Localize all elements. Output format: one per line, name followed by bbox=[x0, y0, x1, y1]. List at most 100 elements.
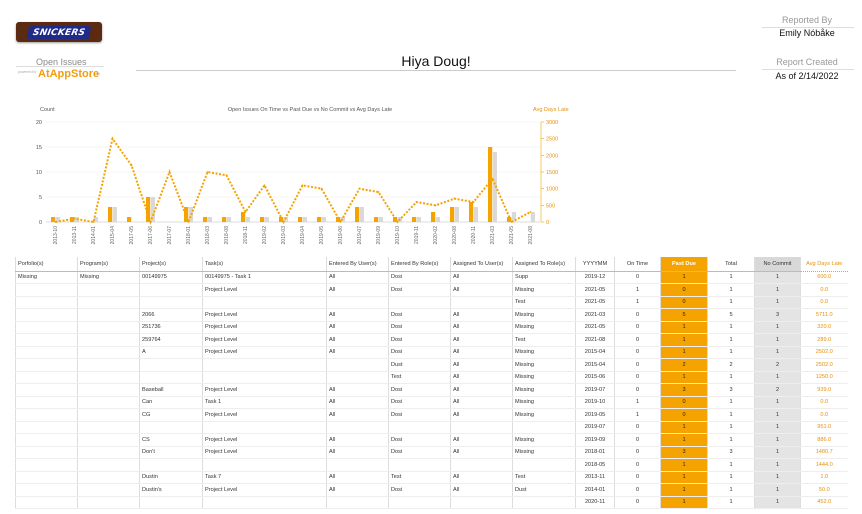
table-row[interactable]: 251736 Project Level All Dosi All Missing 2021… bbox=[15, 321, 848, 334]
table-row[interactable]: CS Project Level All Dosi All Missing 2019-09 0… bbox=[15, 433, 848, 447]
table-cell: All bbox=[450, 321, 513, 334]
x-tick-label: 2017-06 bbox=[148, 226, 154, 245]
bar-past-due bbox=[203, 217, 208, 222]
col-header-yyyymm[interactable]: YYYYMM bbox=[575, 257, 615, 272]
table-cell: Test bbox=[388, 371, 451, 384]
table-row[interactable]: A Project Level All Dosi All Missing 2015-04 0 1… bbox=[15, 346, 848, 359]
open-issues-chart: 0 5 10 15 20 0 500 1000 1500 2000 2500 3000 2013-10 2… bbox=[0, 100, 600, 265]
chart-gridlines bbox=[46, 121, 540, 223]
table-cell: 2 bbox=[660, 358, 708, 372]
table-row[interactable]: Don't Project Level All Dosi All Missing 2018-… bbox=[15, 446, 848, 459]
table-row[interactable]: Can Task 1 All Dosi All Missing 2019-10 1 0 1 1 0.0 bbox=[15, 396, 848, 409]
col-header-avg-days-late[interactable]: Avg Days Late bbox=[800, 257, 848, 272]
table-row[interactable]: Project Level All Dosi All Missing 2021-05 1 0 1… bbox=[15, 283, 848, 297]
table-row[interactable]: Test All Missing 2015-06 0 1 1 1 1250.0 bbox=[15, 371, 848, 384]
table-cell: All bbox=[326, 383, 389, 397]
table-cell: Dosi bbox=[388, 308, 451, 322]
col-header-on-time[interactable]: On Time bbox=[614, 257, 661, 272]
table-cell: Test bbox=[512, 471, 576, 484]
brand-suffix: ltd bbox=[96, 72, 100, 76]
table-cell: 2015-04 bbox=[575, 346, 615, 359]
table-cell bbox=[388, 496, 451, 509]
table-row[interactable]: 2019-07 0 1 1 1 951.0 bbox=[15, 421, 848, 434]
col-header-entered-by-user[interactable]: Entered By User(s) bbox=[326, 257, 389, 272]
col-header-total[interactable]: Total bbox=[707, 257, 755, 272]
table-cell: 5 bbox=[707, 308, 755, 322]
table-cell bbox=[326, 296, 389, 309]
table-cell: All bbox=[450, 333, 513, 347]
table-cell: All bbox=[450, 358, 513, 372]
col-header-project[interactable]: Project(s) bbox=[139, 257, 203, 272]
table-cell: Baseball bbox=[139, 383, 203, 397]
table-cell: All bbox=[450, 483, 513, 497]
table-cell: Project Level bbox=[202, 321, 327, 334]
table-cell bbox=[15, 483, 78, 497]
report-created-divider bbox=[762, 69, 854, 70]
table-cell: All bbox=[326, 333, 389, 347]
table-row[interactable]: Dustin's Project Level All Dosi All Dust 2014-… bbox=[15, 483, 848, 497]
table-cell: 1 bbox=[660, 321, 708, 334]
table-cell: 1444.0 bbox=[800, 458, 848, 472]
x-tick-label: 2017-07 bbox=[167, 226, 173, 245]
col-header-task[interactable]: Task(s) bbox=[202, 257, 327, 272]
table-cell: Dust bbox=[512, 483, 576, 497]
table-cell: Missing bbox=[512, 358, 576, 372]
table-cell: 0 bbox=[614, 346, 661, 359]
table-cell bbox=[77, 396, 140, 409]
table-cell bbox=[450, 421, 513, 434]
y2-tick-label: 0 bbox=[546, 220, 549, 226]
table-cell: 1 bbox=[707, 333, 755, 347]
y-tick-label: 5 bbox=[39, 195, 42, 201]
table-cell: All bbox=[326, 471, 389, 484]
table-cell bbox=[512, 421, 576, 434]
table-cell: 0 bbox=[614, 483, 661, 497]
bar-no-commit bbox=[378, 217, 383, 222]
table-row[interactable]: Dustin Task 7 All Test All Test 2013-11 0 1 1 1 1.0 bbox=[15, 471, 848, 484]
bar-past-due bbox=[222, 217, 227, 222]
table-cell: Dust bbox=[388, 358, 451, 372]
table-cell: 2021-08 bbox=[575, 333, 615, 347]
table-cell: 1 bbox=[660, 458, 708, 472]
table-cell: 2019-07 bbox=[575, 421, 615, 434]
table-cell: Test bbox=[388, 471, 451, 484]
table-cell: Project Level bbox=[202, 283, 327, 297]
table-cell: 0 bbox=[614, 321, 661, 334]
table-cell: All bbox=[450, 308, 513, 322]
table-row[interactable]: 2020-11 0 1 1 1 452.0 bbox=[15, 496, 848, 509]
table-cell bbox=[15, 346, 78, 359]
bar-past-due bbox=[412, 217, 417, 222]
bar-past-due bbox=[146, 197, 151, 222]
x-tick-label: 2020-08 bbox=[452, 226, 458, 245]
table-cell: Dosi bbox=[388, 483, 451, 497]
y2-tick-label: 1000 bbox=[546, 187, 558, 193]
table-row[interactable]: Dust All Missing 2015-04 0 2 2 2 2502.0 bbox=[15, 358, 848, 372]
bar-no-commit bbox=[226, 217, 231, 222]
table-row[interactable]: 2018-05 0 1 1 1 1444.0 bbox=[15, 458, 848, 472]
col-header-past-due[interactable]: Past Due bbox=[660, 257, 708, 272]
col-header-no-commit[interactable]: No Commit bbox=[754, 257, 801, 272]
table-row[interactable]: Test 2021-05 1 0 1 1 0.0 bbox=[15, 296, 848, 309]
col-header-assigned-to-role[interactable]: Assigned To Role(s) bbox=[512, 257, 576, 272]
table-cell bbox=[202, 458, 327, 472]
x-tick-label: 2018-03 bbox=[205, 226, 211, 245]
bar-past-due bbox=[241, 212, 246, 222]
col-header-entered-by-role[interactable]: Entered By Role(s) bbox=[388, 257, 451, 272]
table-cell: 2021-03 bbox=[575, 308, 615, 322]
table-cell: Test bbox=[512, 296, 576, 309]
table-cell: 3 bbox=[707, 446, 755, 459]
table-row[interactable]: Baseball Project Level All Dosi All Missing 20… bbox=[15, 383, 848, 397]
table-row[interactable]: 259764 Project Level All Dosi All Test 2021-08… bbox=[15, 333, 848, 347]
table-cell bbox=[139, 458, 203, 472]
x-tick-label: 2021-03 bbox=[490, 226, 496, 245]
col-header-assigned-to-user[interactable]: Assigned To User(s) bbox=[450, 257, 513, 272]
table-row[interactable]: 2066 Project Level All Dosi All Missing 2021-0… bbox=[15, 308, 848, 322]
table-row[interactable]: CG Project Level All Dosi All Missing 2019-05 1… bbox=[15, 408, 848, 422]
table-cell: 0 bbox=[614, 308, 661, 322]
chart-canvas: 0 5 10 15 20 0 500 1000 1500 2000 2500 3000 2013-10 2… bbox=[36, 107, 569, 245]
table-cell: 600.0 bbox=[800, 271, 848, 284]
col-header-program[interactable]: Program(s) bbox=[77, 257, 140, 272]
col-header-portfolio[interactable]: Porfolio(s) bbox=[15, 257, 78, 272]
bar-past-due bbox=[374, 217, 379, 222]
